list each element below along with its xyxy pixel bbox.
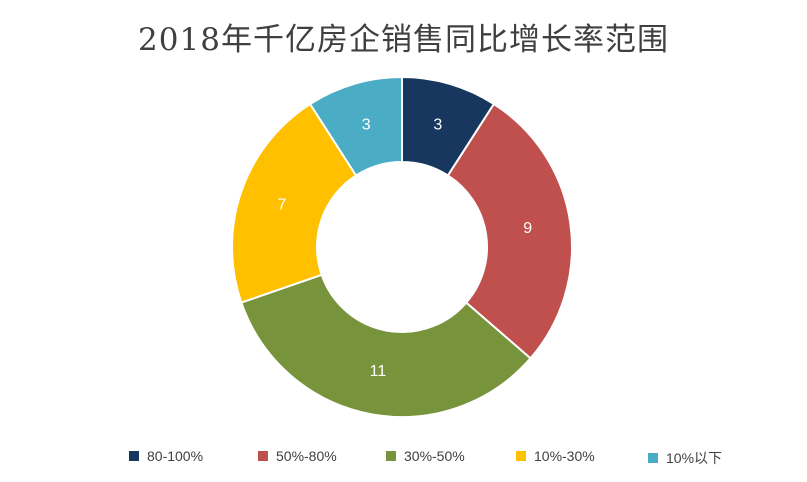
data-label-4: 7 (278, 197, 287, 214)
donut-slice-3 (240, 273, 532, 418)
donut-slice-4 (231, 102, 358, 304)
donut-slice-5 (308, 75, 403, 177)
legend-swatch-5 (648, 453, 658, 463)
legend-swatch-4 (516, 451, 526, 461)
data-label-1: 3 (433, 116, 442, 133)
legend-item-2: 50%-80% (258, 448, 337, 464)
chart-legend: 80-100% 50%-80% 30%-50% 10%-30% 10%以下 (0, 448, 807, 470)
legend-swatch-2 (258, 451, 268, 461)
legend-label-3: 30%-50% (404, 448, 465, 464)
legend-swatch-1 (129, 451, 139, 461)
legend-label-4: 10%-30% (534, 448, 595, 464)
legend-item-4: 10%-30% (516, 448, 595, 464)
legend-label-1: 80-100% (147, 448, 204, 464)
legend-item-1: 80-100% (129, 448, 203, 464)
legend-item-3: 30%-50% (386, 448, 465, 464)
legend-swatch-3 (386, 451, 396, 461)
chart-title: 2018年千亿房企销售同比增长率范围 (138, 22, 669, 58)
donut-slice-2 (446, 102, 573, 360)
data-label-2: 9 (523, 220, 532, 237)
data-label-3: 11 (370, 363, 387, 380)
legend-label-5: 10%以下 (666, 450, 723, 466)
data-label-5: 3 (362, 116, 371, 133)
legend-label-2: 50%-80% (276, 448, 337, 464)
legend-item-5: 10%以下 (648, 448, 722, 468)
